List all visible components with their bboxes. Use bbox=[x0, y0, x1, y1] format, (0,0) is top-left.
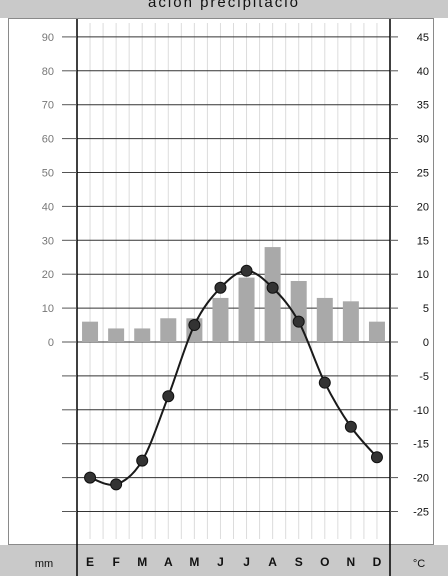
month-label: M bbox=[137, 555, 147, 569]
temperature-point bbox=[318, 376, 331, 389]
temperature-point bbox=[136, 454, 149, 467]
precipitation-bar bbox=[134, 328, 151, 342]
right-axis-ticks: 45 40 35 30 25 20 15 10 5 0 -5 -10 -15 -20 -25 bbox=[390, 32, 429, 519]
right-tick-label: -25 bbox=[413, 507, 429, 519]
left-tick-label: 40 bbox=[42, 201, 54, 213]
right-tick-label: -5 bbox=[419, 371, 429, 383]
left-tick-label: 70 bbox=[42, 100, 54, 112]
precipitation-bar bbox=[82, 321, 99, 342]
month-label: J bbox=[217, 555, 224, 569]
precipitation-bar bbox=[264, 247, 281, 342]
right-tick-label: -10 bbox=[413, 405, 429, 417]
temperature-point bbox=[188, 319, 201, 332]
precipitation-bar bbox=[290, 280, 307, 342]
axis-units: mm °C bbox=[35, 558, 425, 570]
left-axis-ticks: 90 80 70 60 50 40 30 20 10 0 bbox=[42, 32, 77, 512]
left-tick-label: 80 bbox=[42, 66, 54, 78]
right-tick-label: 15 bbox=[417, 235, 429, 247]
precipitation-bar bbox=[108, 328, 125, 342]
temperature-point bbox=[292, 315, 305, 328]
chart-title-fragment: ación precipitació bbox=[148, 0, 300, 11]
month-label: J bbox=[243, 555, 250, 569]
right-tick-label: -15 bbox=[413, 439, 429, 451]
right-tick-label: -20 bbox=[413, 473, 429, 485]
precipitation-bars bbox=[82, 247, 385, 342]
precipitation-bar bbox=[316, 297, 333, 342]
left-tick-label: 10 bbox=[42, 303, 54, 315]
precipitation-bar bbox=[368, 321, 385, 342]
temperature-point bbox=[344, 420, 357, 433]
top-title-strip: ación precipitació bbox=[0, 0, 448, 18]
month-label: O bbox=[320, 555, 329, 569]
axis-label-band bbox=[0, 545, 448, 576]
month-label: N bbox=[347, 555, 356, 569]
right-tick-label: 5 bbox=[423, 303, 429, 315]
right-tick-label: 0 bbox=[423, 337, 429, 349]
month-label: D bbox=[373, 555, 382, 569]
precipitation-bar bbox=[238, 277, 255, 342]
month-label: A bbox=[268, 555, 277, 569]
left-tick-label: 60 bbox=[42, 134, 54, 146]
temperature-point bbox=[162, 390, 175, 403]
left-axis-unit: mm bbox=[35, 558, 53, 570]
left-tick-label: 20 bbox=[42, 269, 54, 281]
month-label: S bbox=[295, 555, 303, 569]
left-tick-label: 30 bbox=[42, 235, 54, 247]
month-label: A bbox=[164, 555, 173, 569]
month-label: M bbox=[189, 555, 199, 569]
temperature-point bbox=[370, 451, 383, 464]
right-tick-label: 45 bbox=[417, 32, 429, 44]
right-tick-label: 40 bbox=[417, 66, 429, 78]
temperature-point bbox=[214, 281, 227, 294]
left-tick-label: 0 bbox=[48, 337, 54, 349]
temperature-point bbox=[84, 471, 97, 484]
temperature-point bbox=[110, 478, 123, 491]
temperature-point bbox=[240, 264, 253, 277]
right-tick-label: 25 bbox=[417, 168, 429, 180]
precipitation-bar bbox=[212, 297, 229, 342]
vertical-grid bbox=[89, 23, 378, 539]
right-axis-unit: °C bbox=[413, 558, 425, 570]
temperature-point bbox=[266, 281, 279, 294]
chart-frame bbox=[8, 18, 434, 545]
temperature-points bbox=[84, 264, 383, 491]
axes bbox=[76, 19, 391, 576]
month-label: E bbox=[86, 555, 94, 569]
precipitation-bar bbox=[342, 301, 359, 342]
right-tick-label: 10 bbox=[417, 269, 429, 281]
right-tick-label: 20 bbox=[417, 201, 429, 213]
precipitation-bar bbox=[160, 318, 177, 342]
left-tick-label: 50 bbox=[42, 168, 54, 180]
month-label: F bbox=[112, 555, 119, 569]
right-tick-label: 30 bbox=[417, 134, 429, 146]
right-tick-label: 35 bbox=[417, 100, 429, 112]
left-tick-label: 90 bbox=[42, 32, 54, 44]
